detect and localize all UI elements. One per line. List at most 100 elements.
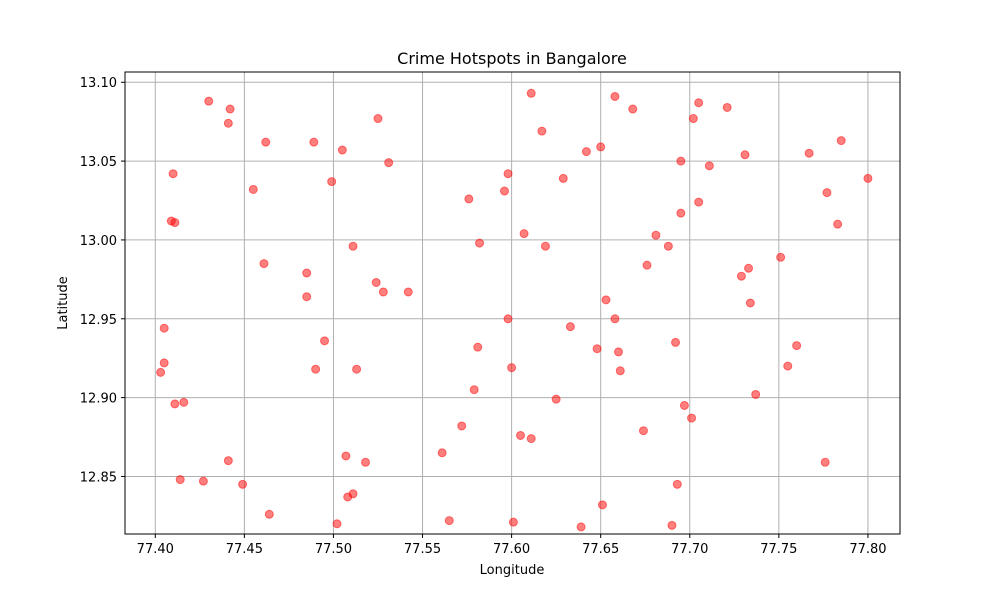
data-point	[601, 295, 611, 305]
data-point	[499, 186, 509, 196]
x-tick-label: 77.75	[760, 542, 797, 557]
data-point	[694, 197, 704, 207]
data-point	[264, 509, 274, 519]
data-point	[558, 173, 568, 183]
x-tick-label: 77.60	[493, 542, 530, 557]
data-points	[156, 88, 873, 532]
data-point	[437, 448, 447, 458]
data-point	[776, 252, 786, 262]
data-point	[615, 366, 625, 376]
data-point	[464, 194, 474, 204]
data-point	[507, 363, 517, 373]
x-tick-label: 77.65	[582, 542, 619, 557]
data-point	[198, 476, 208, 486]
data-point	[332, 519, 342, 529]
data-point	[384, 158, 394, 168]
data-point	[783, 361, 793, 371]
data-point	[537, 126, 547, 136]
x-tick-label: 77.55	[404, 542, 441, 557]
data-point	[576, 522, 586, 532]
data-point	[223, 456, 233, 466]
x-tick-label: 77.70	[671, 542, 708, 557]
data-point	[688, 114, 698, 124]
y-axis-label: Latitude	[56, 276, 71, 330]
data-point	[238, 479, 248, 489]
data-point	[371, 278, 381, 288]
x-tick-label: 77.40	[137, 542, 174, 557]
data-point	[168, 169, 178, 179]
data-point	[373, 114, 383, 124]
y-tick-label: 13.10	[80, 76, 117, 91]
data-point	[361, 457, 371, 467]
data-point	[581, 147, 591, 157]
y-tick-label: 12.90	[80, 392, 117, 407]
data-point	[475, 238, 485, 248]
x-axis-label: Longitude	[480, 563, 545, 578]
data-point	[736, 271, 746, 281]
data-point	[457, 421, 467, 431]
data-point	[614, 347, 624, 357]
data-point	[327, 177, 337, 187]
data-point	[687, 413, 697, 423]
data-point	[341, 451, 351, 461]
data-point	[671, 337, 681, 347]
data-point	[638, 426, 648, 436]
data-point	[378, 287, 388, 297]
data-point	[348, 241, 358, 251]
data-point	[676, 208, 686, 218]
x-tick-label: 77.50	[315, 542, 352, 557]
data-point	[179, 397, 189, 407]
data-point	[516, 430, 526, 440]
data-point	[642, 260, 652, 270]
data-point	[744, 263, 754, 273]
data-point	[672, 479, 682, 489]
chart-title: Crime Hotspots in Bangalore	[397, 49, 627, 68]
data-point	[302, 292, 312, 302]
data-point	[337, 145, 347, 155]
data-point	[311, 364, 321, 374]
data-point	[663, 241, 673, 251]
data-point	[469, 385, 479, 395]
data-point	[352, 364, 362, 374]
data-point	[261, 137, 271, 147]
data-point	[170, 218, 180, 228]
data-point	[628, 104, 638, 114]
y-tick-label: 13.05	[80, 155, 117, 170]
data-point	[508, 517, 518, 527]
data-point	[159, 323, 169, 333]
data-point	[745, 298, 755, 308]
data-point	[565, 322, 575, 332]
data-point	[651, 230, 661, 240]
data-point	[722, 102, 732, 112]
data-point	[526, 434, 536, 444]
data-point	[740, 150, 750, 160]
data-point	[592, 344, 602, 354]
data-point	[503, 314, 513, 324]
data-point	[804, 148, 814, 158]
data-point	[223, 118, 233, 128]
x-tick-label: 77.80	[849, 542, 886, 557]
data-point	[225, 104, 235, 114]
data-point	[159, 358, 169, 368]
data-point	[679, 400, 689, 410]
data-point	[204, 96, 214, 106]
data-point	[175, 475, 185, 485]
x-axis-ticks: 77.40 77.45 77.50 77.55 77.60 77.65 77.70 77.75…	[137, 534, 887, 557]
plot-frame	[124, 71, 901, 535]
data-point	[540, 241, 550, 251]
data-point	[551, 394, 561, 404]
data-point	[822, 188, 832, 198]
y-axis-ticks: 12.85 12.90 12.95 13.00 13.05 13.10	[80, 76, 125, 485]
data-point	[248, 184, 258, 194]
data-point	[676, 156, 686, 166]
data-point	[444, 516, 454, 526]
data-point	[694, 98, 704, 108]
data-point	[259, 259, 269, 269]
y-tick-label: 13.00	[80, 234, 117, 249]
data-point	[820, 457, 830, 467]
data-point	[610, 91, 620, 101]
data-point	[863, 173, 873, 183]
data-point	[704, 161, 714, 171]
